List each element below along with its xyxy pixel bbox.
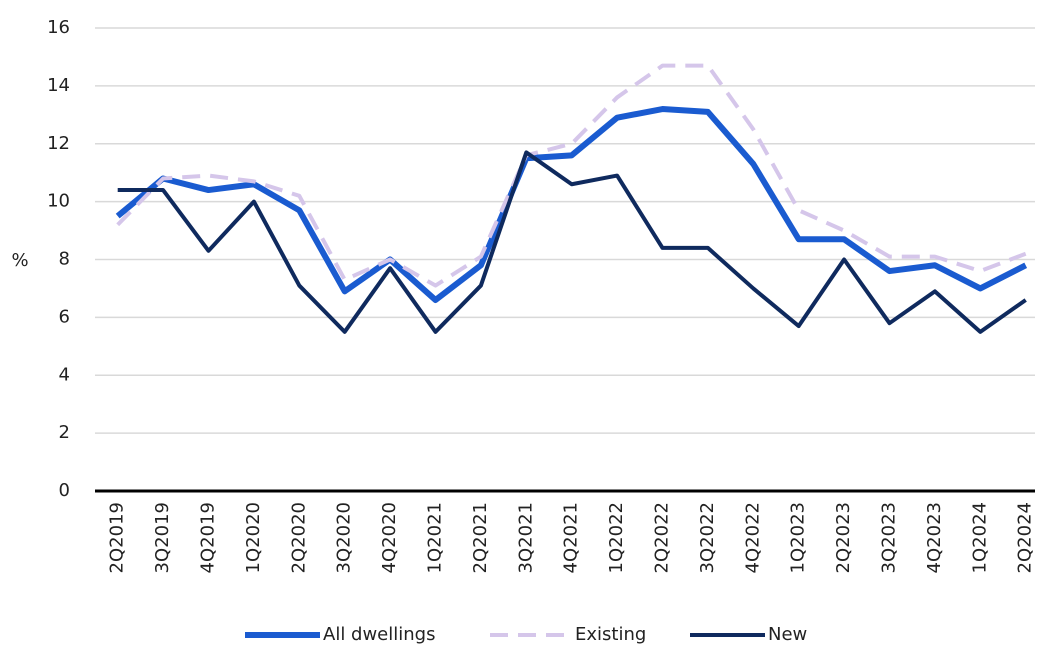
x-tick-label: 2Q2021 [470, 502, 491, 573]
x-tick-label: 2Q2023 [833, 502, 854, 573]
y-tick-label: 6 [59, 306, 70, 327]
y-tick-label: 16 [47, 17, 70, 38]
y-tick-label: 0 [59, 480, 70, 501]
x-tick-label: 4Q2023 [924, 502, 945, 573]
y-tick-label: 2 [59, 422, 70, 443]
y-tick-label: 10 [47, 191, 70, 212]
x-tick-label: 1Q2023 [788, 502, 809, 573]
legend-label: All dwellings [323, 624, 435, 645]
x-tick-label: 1Q2020 [243, 502, 264, 573]
x-tick-label: 4Q2021 [561, 502, 582, 573]
y-tick-label: 8 [59, 249, 70, 270]
legend-label: New [768, 624, 807, 645]
legend-label: Existing [575, 624, 646, 645]
x-tick-label: 3Q2021 [515, 502, 536, 573]
x-tick-label: 1Q2021 [425, 502, 446, 573]
x-tick-label: 4Q2019 [198, 502, 219, 573]
y-tick-label: 4 [59, 364, 70, 385]
x-tick-label: 2Q2020 [288, 502, 309, 573]
y-axis-label: % [11, 250, 28, 271]
y-tick-label: 14 [47, 75, 70, 96]
line-series [116, 63, 1027, 288]
x-tick-label: 4Q2022 [742, 502, 763, 573]
x-tick-label: 2Q2019 [107, 502, 128, 573]
x-tick-label: 3Q2019 [152, 502, 173, 573]
y-tick-label: 12 [47, 133, 70, 154]
x-tick-label: 2Q2022 [652, 502, 673, 573]
x-tick-label: 1Q2022 [606, 502, 627, 573]
x-tick-label: 3Q2023 [879, 502, 900, 573]
x-tick-label: 1Q2024 [969, 502, 990, 573]
line-series [117, 150, 1027, 334]
line-series [115, 106, 1028, 304]
x-tick-label: 3Q2022 [697, 502, 718, 573]
x-tick-label: 4Q2020 [379, 502, 400, 573]
x-tick-label: 2Q2024 [1015, 502, 1036, 573]
x-tick-label: 3Q2020 [334, 502, 355, 573]
